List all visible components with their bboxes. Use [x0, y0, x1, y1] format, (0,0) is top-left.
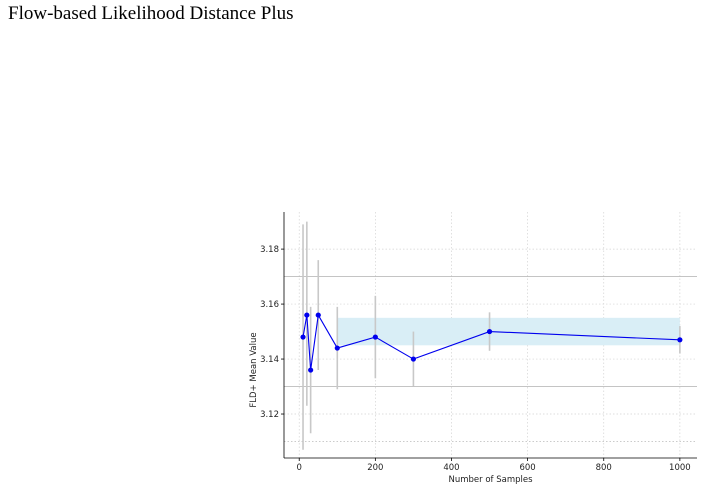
- y-ticks: 3.12 3.14 3.16 3.18: [260, 245, 284, 420]
- data-point: [372, 334, 378, 340]
- y-axis-label: FLD+ Mean Value: [249, 332, 259, 407]
- data-point: [300, 334, 306, 340]
- y-tick-label: 3.12: [260, 410, 279, 420]
- shaded-band: [337, 317, 680, 346]
- y-tick-label: 3.16: [260, 300, 279, 310]
- data-point: [315, 312, 321, 318]
- page-heading: Flow-based Likelihood Distance Plus: [8, 3, 294, 24]
- x-tick-label: 200: [367, 463, 383, 473]
- data-point: [304, 312, 310, 318]
- series-layer: [300, 312, 683, 373]
- axes: [283, 212, 697, 459]
- band-layer: [337, 317, 680, 346]
- x-tick-label: 0: [297, 463, 302, 473]
- data-point: [334, 345, 340, 351]
- data-point: [486, 328, 493, 335]
- x-tick-label: 400: [443, 463, 459, 473]
- data-point: [677, 337, 683, 343]
- x-tick-label: 800: [596, 463, 612, 473]
- x-tick-label: 1000: [669, 463, 691, 473]
- data-point: [410, 356, 417, 362]
- data-point: [308, 367, 314, 373]
- reference-lines: [284, 276, 697, 442]
- x-ticks: 0 200 400 600 800 1000: [297, 458, 691, 473]
- x-axis-label: Number of Samples: [448, 475, 533, 485]
- y-tick-label: 3.14: [260, 355, 279, 365]
- x-tick-label: 600: [519, 463, 535, 473]
- y-tick-label: 3.18: [260, 245, 279, 255]
